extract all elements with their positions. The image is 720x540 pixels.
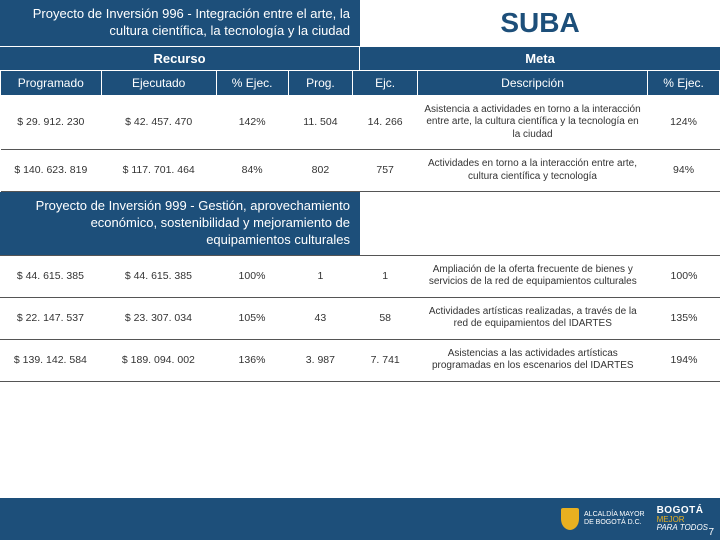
- cell-ejecutado: $ 189. 094. 002: [101, 339, 216, 381]
- table-999: $ 44. 615. 385$ 44. 615. 385100%11Amplia…: [0, 256, 720, 382]
- col-prog: Prog.: [288, 70, 353, 95]
- project-996-title: Proyecto de Inversión 996 - Integración …: [0, 0, 360, 46]
- cell-pct: 142%: [216, 95, 288, 150]
- cell-pct2: 94%: [648, 150, 720, 192]
- col-descripcion: Descripción: [417, 70, 647, 95]
- cell-ejecutado: $ 42. 457. 470: [101, 95, 216, 150]
- table-row: $ 139. 142. 584$ 189. 094. 002136%3. 987…: [0, 339, 720, 381]
- cell-ejecutado: $ 23. 307. 034: [101, 297, 216, 339]
- cell-ejecutado: $ 117. 701. 464: [101, 150, 216, 192]
- col-ejc: Ejc.: [353, 70, 418, 95]
- table-row: $ 29. 912. 230$ 42. 457. 470142%11. 5041…: [1, 95, 720, 150]
- cell-ejc: 14. 266: [353, 95, 418, 150]
- col-ejecutado: Ejecutado: [101, 70, 216, 95]
- cell-desc: Asistencia a actividades en torno a la i…: [417, 95, 647, 150]
- cell-programado: $ 29. 912. 230: [1, 95, 102, 150]
- cell-pct2: 194%: [648, 339, 720, 381]
- table-row: $ 22. 147. 537$ 23. 307. 034105%4358Acti…: [0, 297, 720, 339]
- cell-prog: 43: [288, 297, 353, 339]
- cell-desc: Actividades en torno a la interacción en…: [417, 150, 647, 192]
- column-header-row: Programado Ejecutado % Ejec. Prog. Ejc. …: [1, 70, 720, 95]
- cell-programado: $ 22. 147. 537: [0, 297, 101, 339]
- cell-pct: 136%: [216, 339, 288, 381]
- cell-programado: $ 140. 623. 819: [1, 150, 102, 192]
- cell-ejc: 58: [353, 297, 418, 339]
- page-number: 7: [708, 527, 714, 538]
- cell-prog: 802: [288, 150, 353, 192]
- cell-pct: 105%: [216, 297, 288, 339]
- table-row: $ 140. 623. 819$ 117. 701. 46484%802757A…: [1, 150, 720, 192]
- cell-prog: 11. 504: [288, 95, 353, 150]
- col-pct-ejec: % Ejec.: [216, 70, 288, 95]
- header-row: Proyecto de Inversión 996 - Integración …: [0, 0, 720, 46]
- bogota-line3: PARA TODOS: [657, 524, 708, 532]
- cell-pct2: 100%: [648, 256, 720, 298]
- cell-ejecutado: $ 44. 615. 385: [101, 256, 216, 298]
- cell-desc: Actividades artísticas realizadas, a tra…: [418, 297, 648, 339]
- logo-alcaldia: ALCALDÍA MAYOR DE BOGOTÁ D.C.: [561, 508, 645, 530]
- col-programado: Programado: [1, 70, 102, 95]
- group-meta: Meta: [360, 46, 720, 70]
- cell-ejc: 1: [353, 256, 418, 298]
- cell-prog: 1: [288, 256, 353, 298]
- alcaldia-line1: ALCALDÍA MAYOR: [584, 511, 645, 519]
- cell-pct: 84%: [216, 150, 288, 192]
- cell-programado: $ 44. 615. 385: [0, 256, 101, 298]
- cell-pct2: 135%: [648, 297, 720, 339]
- cell-ejc: 757: [353, 150, 418, 192]
- group-recurso: Recurso: [0, 46, 360, 70]
- cell-pct2: 124%: [648, 95, 720, 150]
- alcaldia-line2: DE BOGOTÁ D.C.: [584, 519, 645, 527]
- main-table: Programado Ejecutado % Ejec. Prog. Ejc. …: [0, 70, 720, 193]
- project-999-title: Proyecto de Inversión 999 - Gestión, apr…: [0, 192, 360, 255]
- cell-desc: Asistencias a las actividades artísticas…: [418, 339, 648, 381]
- section-999-row: Proyecto de Inversión 999 - Gestión, apr…: [0, 192, 720, 256]
- suba-title: SUBA: [360, 0, 720, 46]
- logo-bogota: BOGOTÁ MEJOR PARA TODOS: [657, 506, 708, 532]
- col-pct-ejec2: % Ejec.: [648, 70, 720, 95]
- group-headers: Recurso Meta: [0, 46, 720, 70]
- table-row: $ 44. 615. 385$ 44. 615. 385100%11Amplia…: [0, 256, 720, 298]
- cell-desc: Ampliación de la oferta frecuente de bie…: [418, 256, 648, 298]
- footer: ALCALDÍA MAYOR DE BOGOTÁ D.C. BOGOTÁ MEJ…: [0, 498, 720, 540]
- shield-icon: [561, 508, 579, 530]
- cell-prog: 3. 987: [288, 339, 353, 381]
- cell-ejc: 7. 741: [353, 339, 418, 381]
- cell-pct: 100%: [216, 256, 288, 298]
- cell-programado: $ 139. 142. 584: [0, 339, 101, 381]
